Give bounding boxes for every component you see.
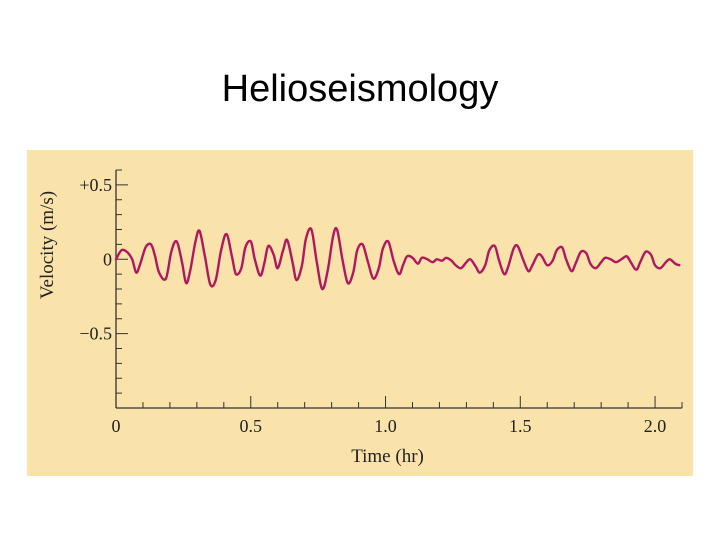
x-tick-label: 1.0 bbox=[374, 416, 397, 436]
y-axis-label: Velocity (m/s) bbox=[37, 191, 58, 299]
y-tick-label: −0.5 bbox=[79, 324, 112, 344]
y-axis-ticks: +0.5 0 −0.5 bbox=[79, 169, 128, 409]
y-tick-label: 0 bbox=[103, 249, 112, 269]
x-tick-label: 2.0 bbox=[644, 416, 667, 436]
x-tick-label: 1.5 bbox=[509, 416, 532, 436]
velocity-series-line bbox=[114, 226, 681, 291]
series-layer bbox=[114, 226, 681, 291]
chart-background bbox=[27, 150, 693, 476]
velocity-time-chart: +0.5 0 −0.5 0 0.5 1.0 1.5 2.0 Time (hr) Veloci… bbox=[27, 150, 693, 476]
y-tick-label: +0.5 bbox=[79, 175, 112, 195]
x-axis-ticks: 0 0.5 1.0 1.5 2.0 bbox=[112, 396, 683, 436]
x-tick-label: 0.5 bbox=[240, 416, 263, 436]
x-axis-label: Time (hr) bbox=[351, 446, 424, 467]
x-tick-label: 0 bbox=[112, 416, 121, 436]
chart-panel: +0.5 0 −0.5 0 0.5 1.0 1.5 2.0 Time (hr) Veloci… bbox=[27, 150, 693, 476]
page-title: Helioseismology bbox=[221, 68, 499, 110]
